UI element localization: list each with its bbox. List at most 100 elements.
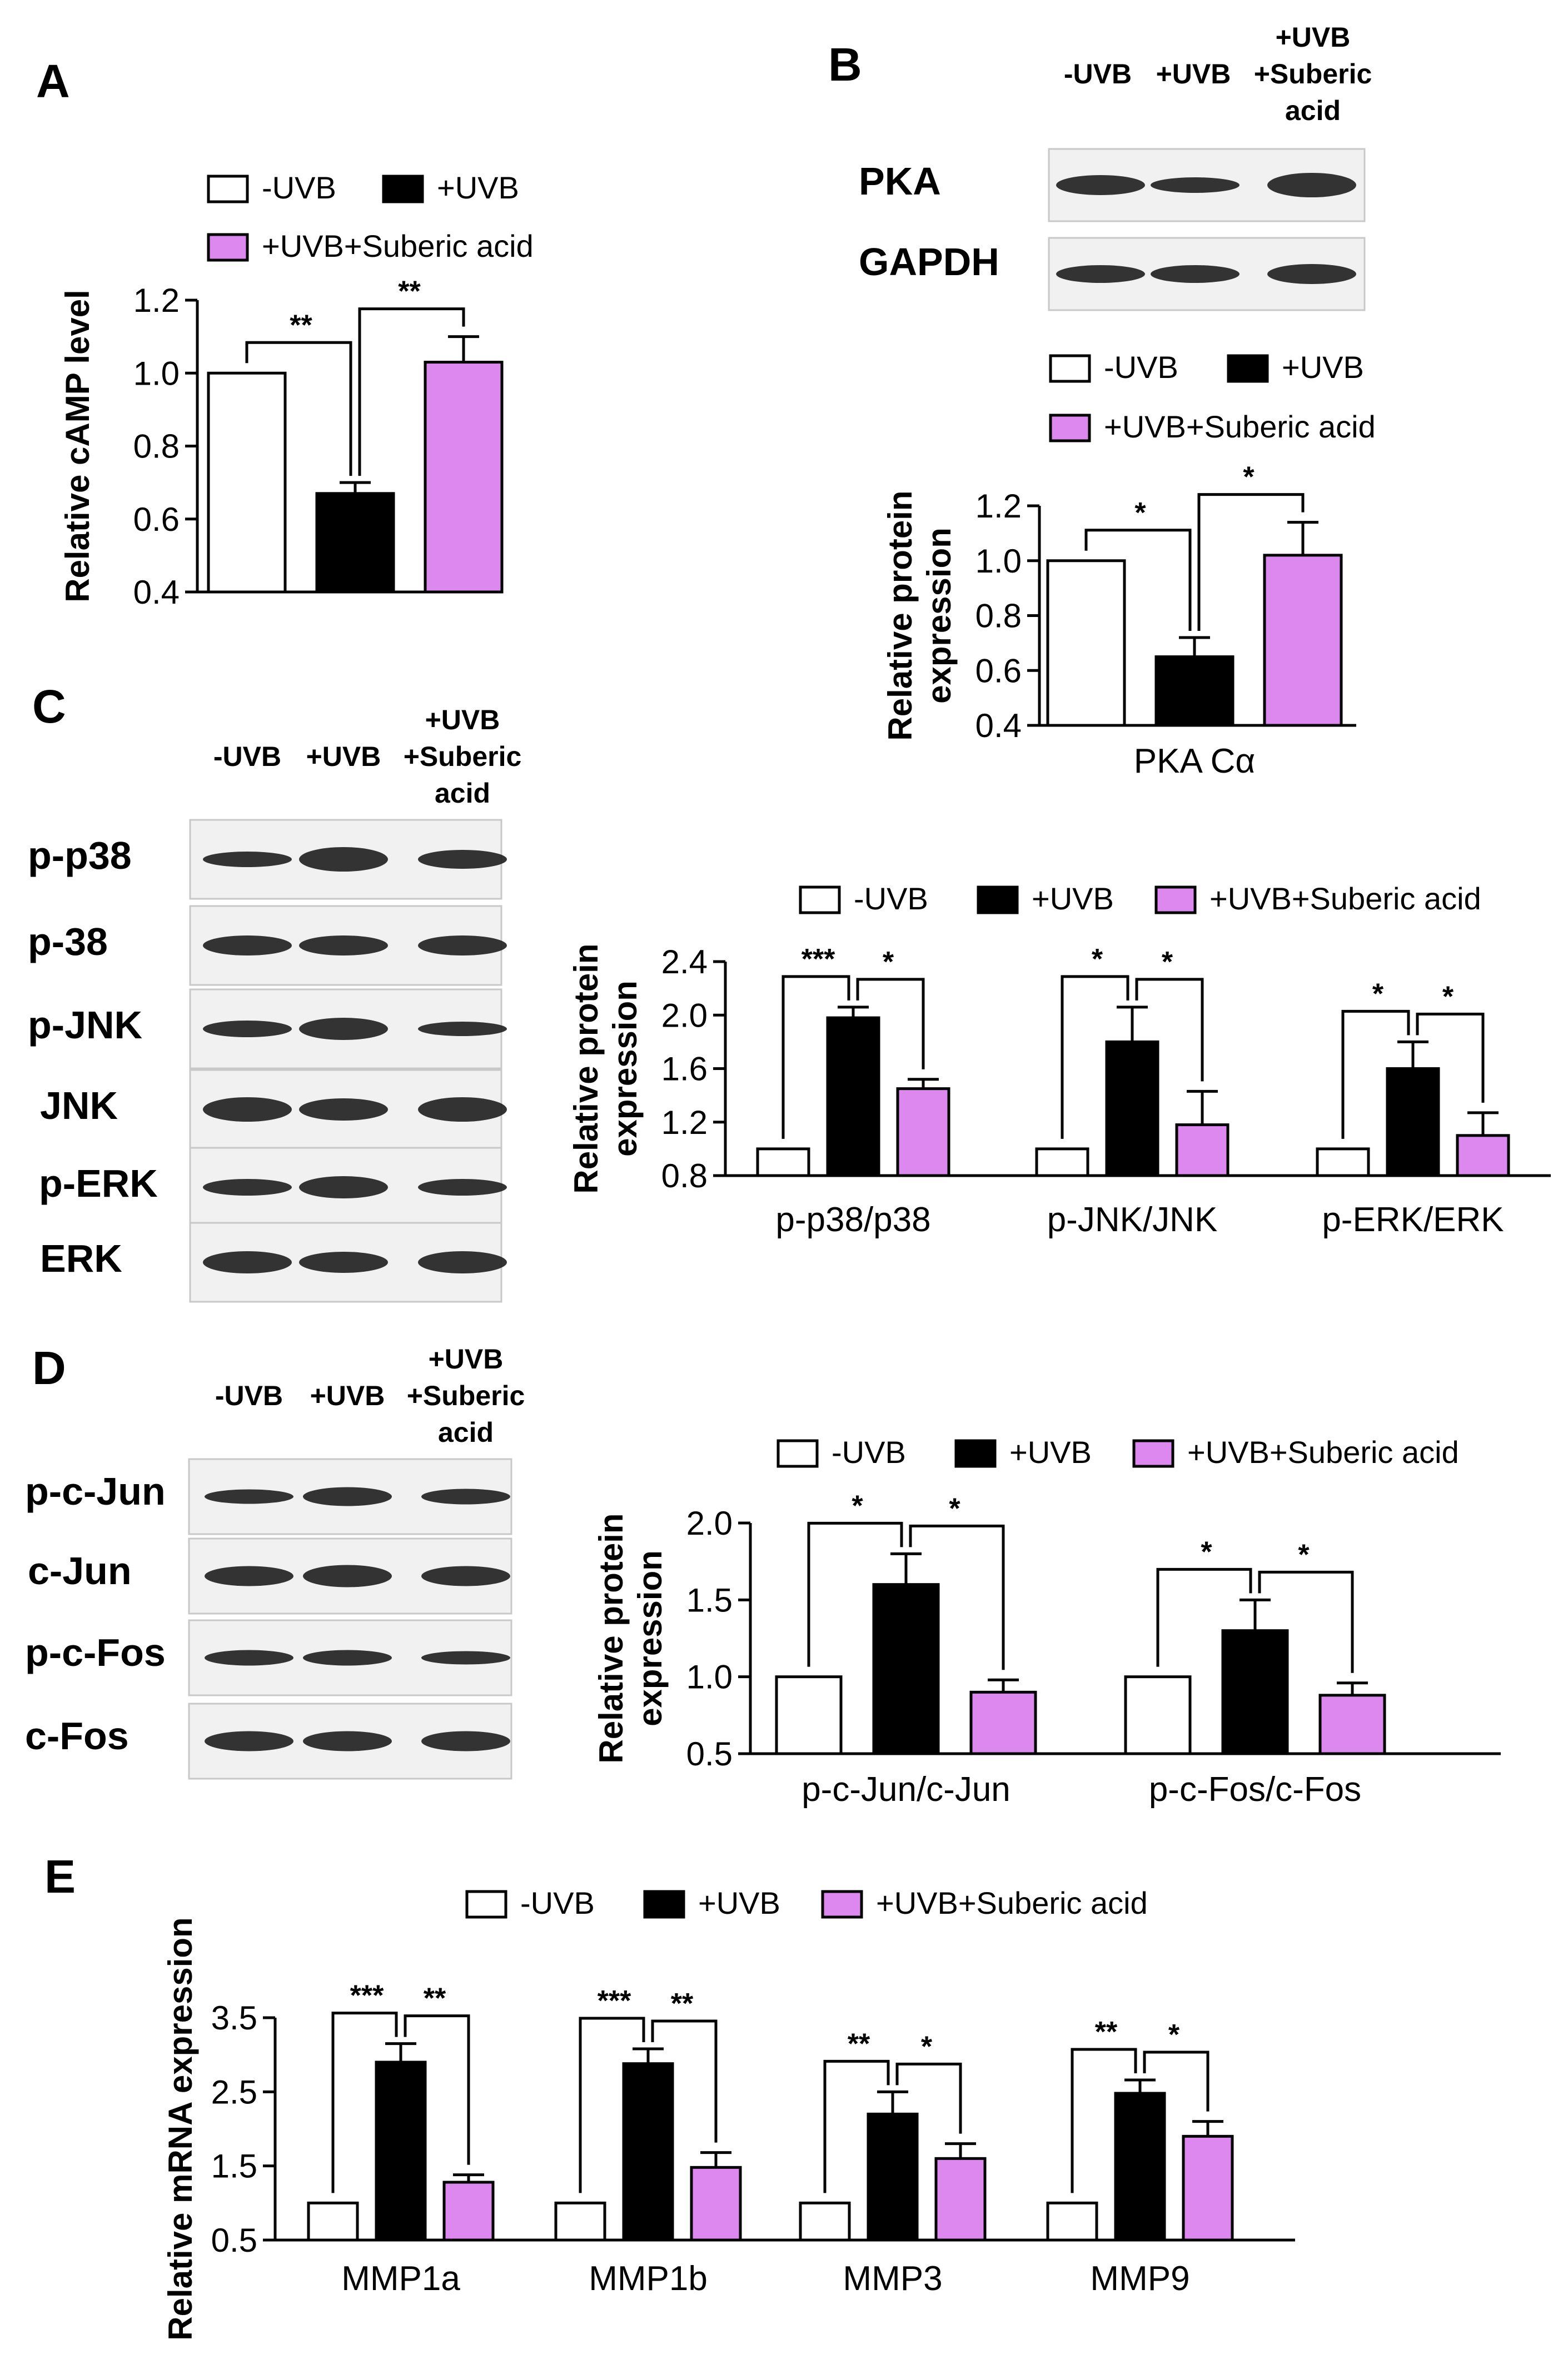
legend-swatch-neg_uvb [207,175,249,203]
sig-label-e-1-b: ** [424,1983,446,2015]
category-label-b-1: PKA Cα [1134,742,1255,780]
legend-label-neg_uvb: -UVB [262,170,336,205]
bar-e-3-s1 [799,2201,851,2242]
legend-swatch-neg_uvb [465,1890,507,1919]
sig-bracket-c-3-a [1341,1009,1410,1139]
bar-c-2-s2 [1105,1040,1159,1177]
sig-label-e-3-b: * [921,2030,933,2063]
ytick-label-b-2: 0.6 [975,652,1022,689]
sig-bracket-b-1-a [1084,529,1192,631]
ytick-label-b-1: 0.4 [975,707,1022,744]
bar-d-1-s1 [775,1675,843,1755]
axis-title-d-line1: Relative protein [593,1513,630,1763]
blot-c-4-band-2 [299,1098,388,1121]
ytick-label-e-2: 1.5 [211,2148,257,2185]
sig-bracket-e-1-b [404,2014,470,2165]
legend-label-uvb_suberic: +UVB+Suberic acid [1104,409,1376,444]
blot-c-5-band-1 [203,1179,292,1196]
sig-bracket-e-2-a [579,2017,645,2193]
blot-label-d-1: p-c-Jun [25,1470,166,1513]
bar-a-1-s3 [424,361,504,594]
lane-label-d-suberic-3: acid [438,1417,494,1448]
category-label-e-3: MMP3 [843,2259,942,2298]
bar-a-1-s2 [315,492,395,594]
ytick-label-a-3: 0.8 [133,428,180,465]
sig-label-b-1-b: * [1243,461,1255,494]
bar-e-3-s2 [867,2112,919,2242]
axis-title-c-line1: Relative protein [568,943,605,1193]
sig-label-c-2-a: * [1092,943,1103,976]
legend-label-pos_uvb: +UVB [698,1885,780,1920]
sig-label-a-1-a: ** [290,309,312,341]
panel-label-c: C [32,680,66,733]
category-label-e-2: MMP1b [589,2259,708,2298]
sig-label-c-1-a: *** [802,943,835,976]
legend-label-neg_uvb: -UVB [832,1435,906,1470]
legend-swatch-uvb_suberic [1049,414,1091,442]
axis-title-d-line2: expression [631,1550,669,1726]
sig-bracket-c-3-b [1416,1012,1485,1103]
ytick-label-b-4: 1.0 [975,543,1022,580]
bar-d-2-s2 [1221,1629,1289,1755]
sig-label-d-2-a: * [1201,1536,1212,1568]
sig-label-a-1-b: ** [398,276,421,308]
blot-b-2-band-3 [1267,264,1356,284]
legend-label-uvb_suberic: +UVB+Suberic acid [1187,1435,1459,1470]
blot-c-3-band-1 [203,1021,292,1037]
legend-label-uvb_suberic: +UVB+Suberic acid [262,228,534,263]
blot-label-b-gapdh: GAPDH [859,240,999,283]
blot-d-4-band-3 [421,1731,510,1751]
bar-c-3-s2 [1386,1067,1440,1177]
bar-d-2-s3 [1318,1694,1386,1755]
ytick-label-d-2: 1.0 [686,1659,733,1696]
category-label-d-1: p-c-Jun/c-Jun [802,1770,1011,1809]
blot-c-3-band-3 [418,1022,507,1036]
bar-c-2-s1 [1035,1147,1089,1177]
bar-c-3-s3 [1456,1134,1510,1177]
bar-d-1-s2 [872,1583,940,1755]
lane-label-c-pos-uvb: +UVB [306,741,381,772]
blot-d-1-band-3 [421,1489,510,1505]
category-label-e-1: MMP1a [341,2259,460,2298]
ytick-label-b-5: 1.2 [975,487,1022,525]
axis-title-b-line2: expression [920,527,958,704]
legend-label-uvb_suberic: +UVB+Suberic acid [1209,881,1481,916]
bar-b-1-s1 [1046,559,1126,727]
legend-swatch-uvb_suberic [1154,885,1197,914]
bar-c-3-s1 [1316,1147,1370,1177]
bar-e-3-s3 [934,2157,987,2242]
blot-c-4-band-3 [418,1097,507,1122]
blot-label-c-6: ERK [40,1237,122,1280]
ytick-label-d-3: 1.5 [686,1581,733,1619]
legend-label-uvb_suberic: +UVB+Suberic acid [876,1885,1148,1920]
blot-d-4-band-1 [205,1731,293,1751]
ytick-label-e-3: 2.5 [211,2073,257,2111]
legend-swatch-uvb_suberic [207,233,249,262]
ytick-label-b-3: 0.8 [975,598,1022,635]
ytick-label-e-1: 0.5 [211,2222,257,2259]
legend-swatch-neg_uvb [1049,354,1091,383]
sig-label-c-3-b: * [1442,981,1454,1013]
sig-bracket-c-1-b [856,978,925,1069]
bar-a-1-s1 [207,371,287,594]
axis-title-a: Relative cAMP level [59,290,96,603]
ytick-label-c-3: 1.6 [661,1051,708,1088]
axis-title-b-line1: Relative protein [882,490,919,740]
legend-swatch-pos_uvb [954,1439,997,1468]
bar-c-1-s3 [896,1087,950,1177]
blot-c-1-band-1 [203,852,292,867]
bar-b-1-s3 [1263,554,1343,727]
category-label-c-2: p-JNK/JNK [1047,1201,1218,1239]
lane-label-b-suberic-1: +UVB [1276,22,1351,53]
bar-e-2-s3 [690,2166,742,2242]
blot-c-6-band-1 [203,1251,292,1273]
bar-e-4-s2 [1114,2092,1166,2242]
legend-swatch-pos_uvb [382,175,424,203]
legend-label-neg_uvb: -UVB [1104,350,1178,385]
sig-bracket-d-1-a [807,1521,903,1667]
blot-label-c-4: JNK [40,1084,118,1127]
panel-label-e: E [44,1850,76,1903]
blot-d-3-band-2 [303,1650,392,1666]
bar-d-1-s3 [969,1690,1037,1755]
lane-label-c-neg-uvb: -UVB [213,741,281,772]
